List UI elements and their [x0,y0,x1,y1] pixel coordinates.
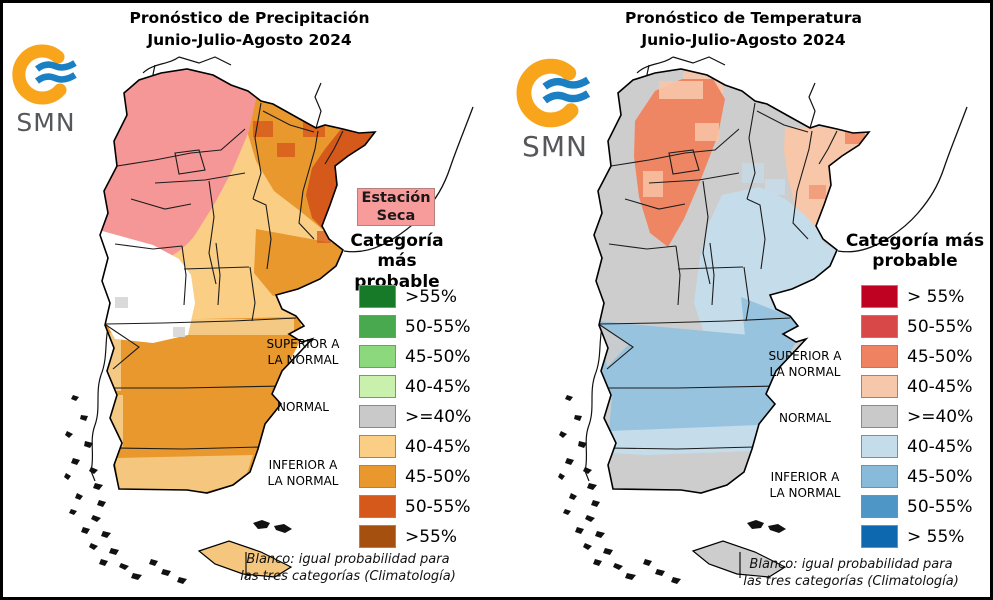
estacion-seca-badge: Estación Seca [357,188,435,226]
legend-swatch [359,525,396,548]
smn-logo-icon [12,44,77,105]
page-title: Pronóstico de Precipitación Junio-Julio-… [3,7,496,52]
legend-item: >55% [359,285,471,308]
legend-label: 40-45% [907,436,973,457]
legend-label: > 55% [907,286,965,307]
legend-swatch [861,495,898,518]
precipitation-map [63,56,474,585]
legend-label: 45-50% [405,346,471,367]
legend-label: 50-55% [405,496,471,517]
category-normal-label: NORMAL [778,411,831,425]
title-line2: Junio-Julio-Agosto 2024 [641,31,846,50]
legend-swatch [861,525,898,548]
legend-swatch [861,435,898,458]
legend: >55% 50-55% 45-50% 40-45% >=40% 40-45% 4… [359,285,471,555]
legend-item: > 55% [861,285,973,308]
temperature-panel: Pronóstico de Temperatura Junio-Julio-Ag… [497,3,990,597]
legend-swatch [359,465,396,488]
legend-swatch [359,285,396,308]
legend-swatch [359,375,396,398]
category-inferior-label: INFERIOR A LA NORMAL [769,470,841,500]
legend-item: > 55% [861,525,973,548]
legend-item: >=40% [861,405,973,428]
category-superior-label: SUPERIOR A LA NORMAL [768,349,842,379]
legend-item: >=40% [359,405,471,428]
legend-item: 40-45% [861,435,973,458]
legend-heading: Categoría más probable [350,231,444,292]
legend-heading: Categoría más probable [845,231,985,272]
footnote: Blanco: igual probabilidad para las tres… [240,552,456,584]
legend-swatch [861,315,898,338]
legend-label: 50-55% [907,316,973,337]
legend-item: 50-55% [861,315,973,338]
badge-line2: Seca [376,208,416,224]
legend-label: >55% [405,526,458,547]
legend-label: 40-45% [405,376,471,397]
title-line2: Junio-Julio-Agosto 2024 [147,31,352,50]
legend-item: 45-50% [359,465,471,488]
legend-swatch [359,345,396,368]
legend-label: > 55% [907,526,965,547]
legend-label: >=40% [405,406,472,427]
tierra-del-fuego [198,540,292,578]
legend-label: 50-55% [907,496,973,517]
legend-label: >55% [405,286,458,307]
precipitation-panel: Pronóstico de Precipitación Junio-Julio-… [3,3,496,597]
badge-line1: Estación [361,189,431,206]
legend-swatch [359,315,396,338]
smn-logo-icon [516,58,591,128]
category-superior-label: SUPERIOR A LA NORMAL [266,337,340,367]
legend: > 55% 50-55% 45-50% 40-45% >=40% 40-45% … [861,285,973,555]
footnote: Blanco: igual probabilidad para las tres… [743,557,959,589]
legend-swatch [359,405,396,428]
legend-label: 45-50% [907,346,973,367]
legend-label: 40-45% [907,376,973,397]
legend-swatch [861,465,898,488]
legend-item: 50-55% [861,495,973,518]
legend-swatch [359,495,396,518]
legend-item: 45-50% [359,345,471,368]
legend-label: 40-45% [405,436,471,457]
tierra-del-fuego [692,540,786,578]
legend-item: 40-45% [861,375,973,398]
legend-swatch [861,375,898,398]
legend-item: 50-55% [359,495,471,518]
legend-label: >=40% [907,406,974,427]
category-normal-label: NORMAL [276,400,329,414]
smn-logo-text: SMN [16,108,76,137]
legend-item: 50-55% [359,315,471,338]
smn-logo-text: SMN [522,130,588,164]
title-line1: Pronóstico de Precipitación [129,9,370,27]
temperature-map [557,56,968,585]
legend-item: 40-45% [359,435,471,458]
legend-swatch [861,345,898,368]
legend-swatch [861,285,898,308]
smn-logo: SMN [515,57,595,161]
legend-item: 45-50% [861,345,973,368]
smn-logo: SMN [11,43,81,135]
category-inferior-label: INFERIOR A LA NORMAL [267,458,339,488]
page-title: Pronóstico de Temperatura Junio-Julio-Ag… [497,7,990,52]
legend-item: 45-50% [861,465,973,488]
legend-item: 40-45% [359,375,471,398]
legend-swatch [861,405,898,428]
title-line1: Pronóstico de Temperatura [625,9,862,27]
legend-label: 50-55% [405,316,471,337]
temperature-regions [594,69,869,493]
legend-item: >55% [359,525,471,548]
legend-label: 45-50% [907,466,973,487]
legend-swatch [359,435,396,458]
legend-label: 45-50% [405,466,471,487]
